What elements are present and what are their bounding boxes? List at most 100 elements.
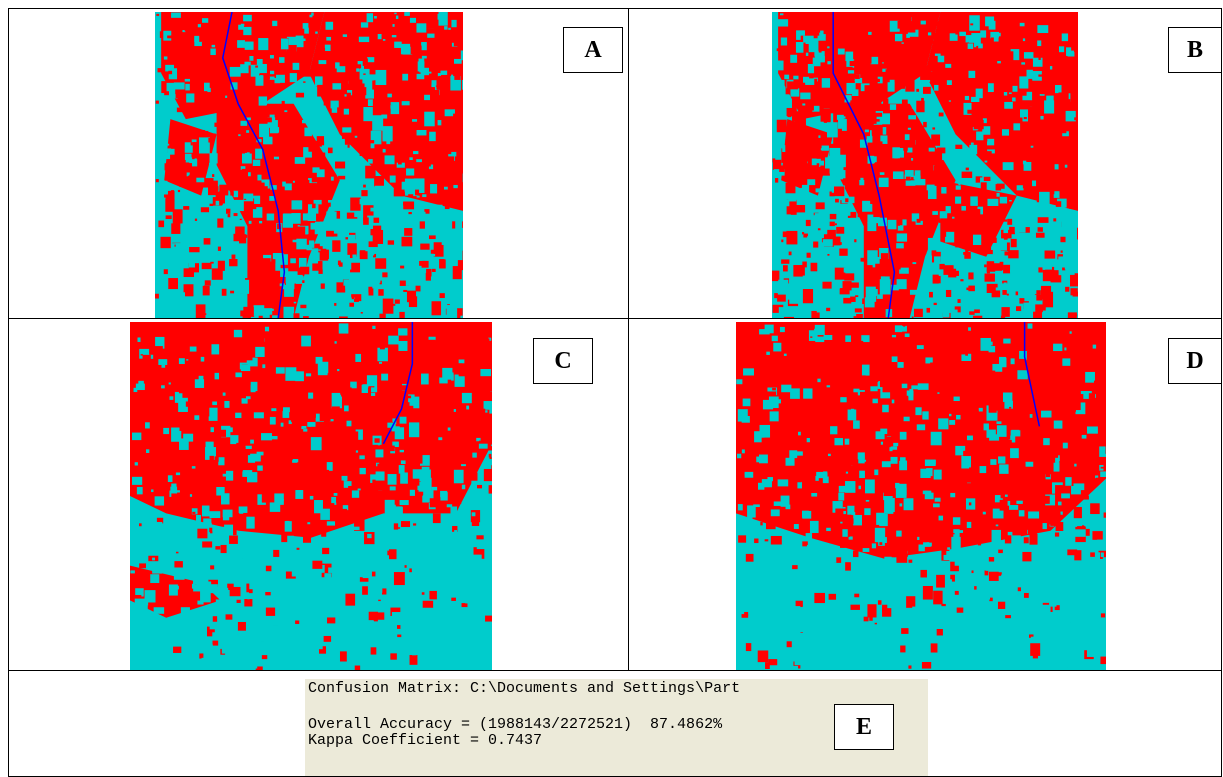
speckle — [404, 12, 410, 16]
speckle — [184, 315, 191, 318]
speckle — [416, 166, 422, 171]
speckle — [980, 466, 987, 473]
speckle — [1068, 400, 1075, 407]
speckle — [997, 61, 1001, 63]
speckle — [1086, 336, 1093, 343]
speckle — [1100, 579, 1102, 581]
speckle — [736, 460, 742, 464]
speckle — [265, 327, 269, 332]
speckle — [1039, 281, 1043, 284]
speckle — [787, 641, 792, 647]
speckle — [1056, 21, 1065, 29]
speckle — [824, 335, 833, 340]
speckle — [462, 221, 463, 227]
speckle — [800, 605, 802, 607]
speckle — [907, 473, 915, 481]
speckle — [976, 132, 983, 141]
speckle — [382, 588, 386, 594]
speckle — [867, 215, 873, 223]
speckle — [477, 485, 482, 488]
speckle — [842, 529, 847, 537]
speckle — [743, 368, 754, 375]
speckle — [313, 162, 316, 165]
speckle — [436, 274, 441, 280]
speckle — [438, 12, 447, 26]
speckle — [820, 559, 825, 565]
speckle — [791, 634, 794, 638]
speckle — [343, 34, 347, 37]
speckle — [1062, 182, 1067, 187]
speckle — [954, 76, 957, 79]
speckle — [415, 327, 418, 330]
speckle — [166, 620, 173, 628]
speckle — [1065, 65, 1073, 74]
speckle — [1036, 301, 1041, 304]
speckle — [365, 166, 375, 179]
speckle — [862, 100, 871, 105]
speckle — [998, 395, 1003, 399]
speckle — [132, 461, 134, 462]
speckle — [830, 578, 840, 589]
speckle — [897, 53, 905, 64]
speckle — [416, 286, 421, 292]
speckle — [174, 572, 185, 580]
speckle — [1029, 106, 1036, 115]
speckle — [938, 56, 945, 63]
speckle — [222, 595, 231, 608]
speckle — [344, 193, 347, 197]
speckle — [349, 23, 353, 29]
panel-label: B — [1168, 27, 1222, 73]
speckle — [778, 479, 789, 486]
speckle — [266, 566, 272, 572]
speckle — [189, 40, 193, 45]
speckle — [1030, 123, 1035, 130]
speckle — [206, 483, 209, 487]
speckle — [301, 336, 311, 347]
speckle — [954, 397, 960, 401]
speckle — [243, 15, 252, 21]
speckle — [451, 20, 456, 27]
speckle — [415, 250, 423, 261]
speckle — [840, 288, 850, 294]
speckle — [472, 519, 479, 526]
speckle — [245, 153, 248, 156]
speckle — [312, 561, 322, 569]
speckle — [138, 635, 141, 638]
speckle — [229, 456, 236, 460]
speckle — [332, 240, 340, 252]
speckle — [777, 636, 786, 642]
speckle — [1067, 196, 1077, 208]
speckle — [422, 544, 427, 550]
speckle — [1031, 146, 1034, 148]
speckle — [1001, 543, 1004, 545]
map-image — [130, 322, 492, 670]
speckle — [174, 340, 180, 344]
speckle — [429, 443, 433, 445]
speckle — [878, 479, 886, 489]
speckle — [965, 584, 972, 593]
speckle — [401, 521, 410, 527]
speckle — [438, 120, 442, 125]
speckle — [402, 101, 410, 105]
speckle — [737, 454, 741, 459]
speckle — [382, 577, 392, 587]
speckle — [754, 531, 758, 535]
speckle — [988, 47, 991, 51]
speckle — [400, 472, 408, 483]
speckle — [816, 297, 822, 303]
speckle — [1050, 66, 1052, 69]
speckle — [897, 362, 903, 368]
speckle — [384, 663, 390, 669]
speckle — [453, 114, 458, 121]
speckle — [974, 113, 976, 116]
speckle — [146, 449, 149, 453]
speckle — [821, 108, 831, 121]
speckle — [905, 170, 914, 177]
speckle — [204, 246, 214, 259]
speckle — [293, 459, 299, 462]
speckle — [866, 414, 874, 421]
speckle — [904, 579, 909, 586]
speckle — [836, 631, 840, 635]
speckle — [749, 390, 753, 394]
speckle — [307, 413, 315, 422]
